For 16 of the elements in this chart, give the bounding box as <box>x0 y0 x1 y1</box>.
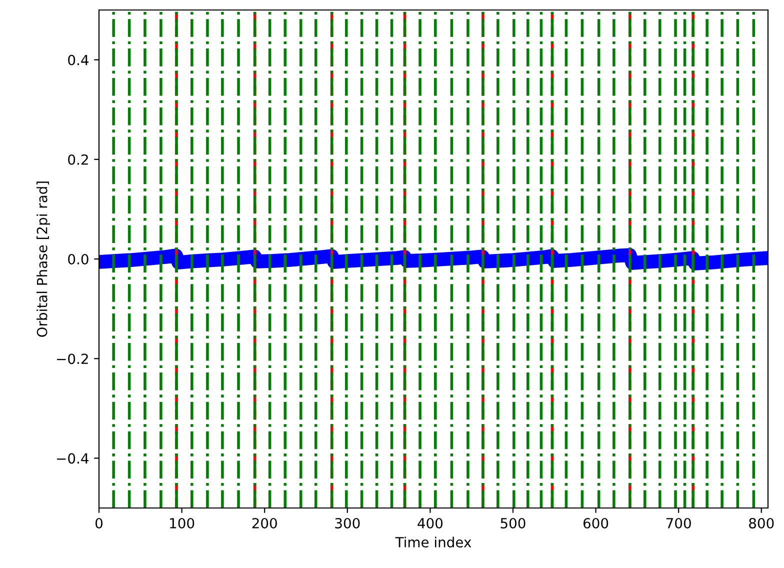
x-tick-label: 800 <box>749 518 774 528</box>
y-tick-label: −0.4 <box>57 453 88 464</box>
x-tick-label: 200 <box>252 518 277 528</box>
y-tick-label: 0.4 <box>68 54 88 66</box>
y-tick-label: 0.2 <box>68 154 88 165</box>
y-tick-label: −0.2 <box>57 354 88 364</box>
x-axis-title: Time index <box>395 536 472 548</box>
x-tick-label: 500 <box>500 518 526 528</box>
x-tick-label: 400 <box>418 518 443 528</box>
x-tick-label: 0 <box>95 518 102 528</box>
y-tick-label: 0.0 <box>68 254 88 264</box>
x-tick-label: 100 <box>170 518 194 528</box>
x-tick-label: 700 <box>666 518 691 528</box>
y-axis-title: Orbital Phase [2pi rad] <box>36 182 50 337</box>
x-tick-label: 600 <box>583 518 608 528</box>
x-tick-label: 300 <box>335 518 360 528</box>
